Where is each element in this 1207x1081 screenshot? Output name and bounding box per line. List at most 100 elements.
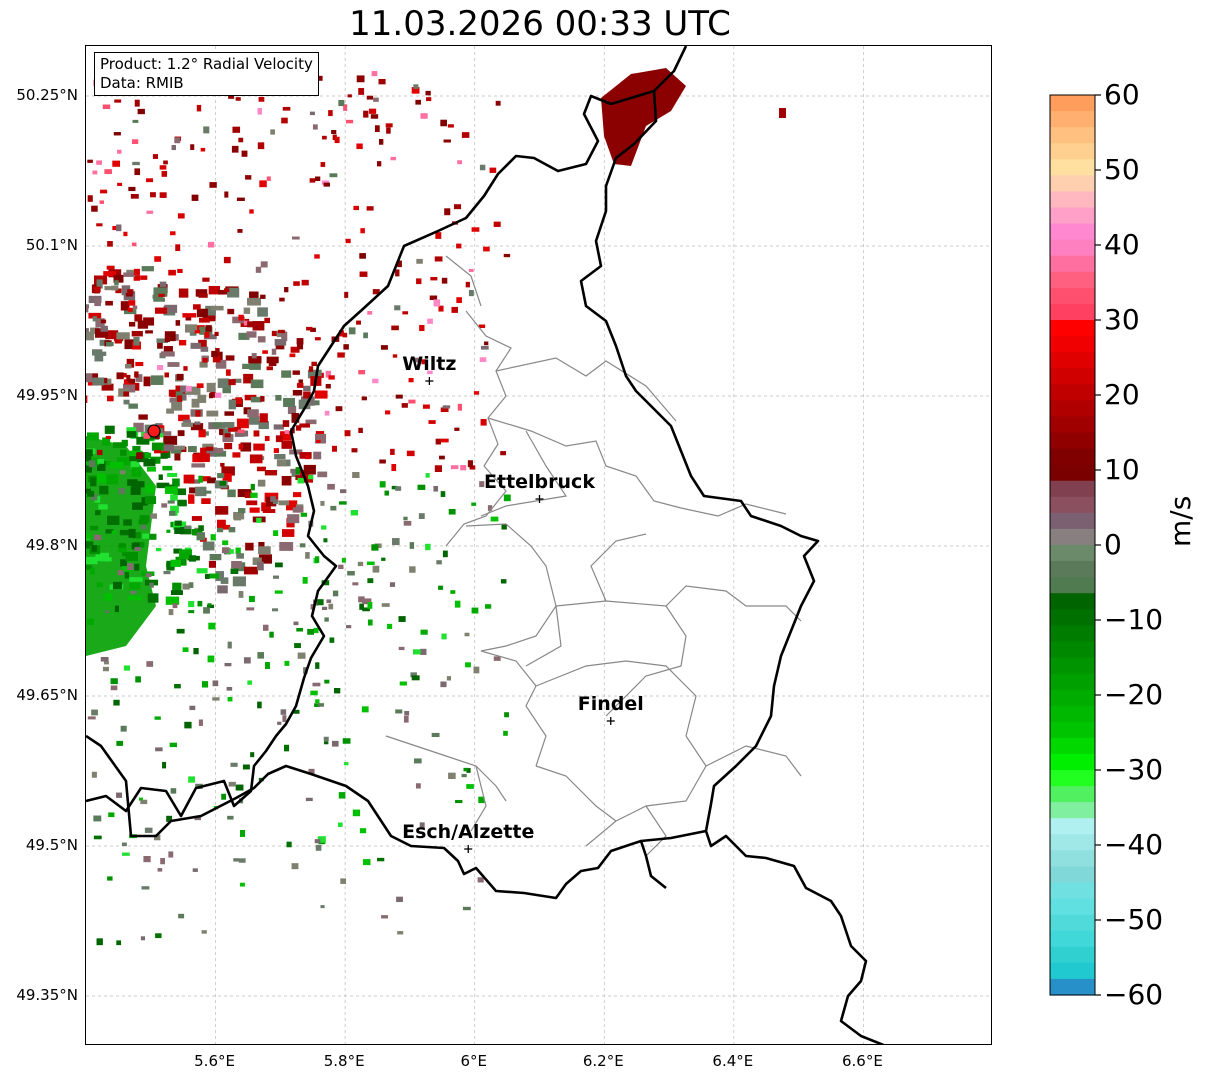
colorbar-swatch: [1050, 753, 1095, 771]
product-label: Product: 1.2° Radial Velocity: [100, 55, 313, 73]
colorbar-swatch: [1050, 834, 1095, 851]
colorbar-tick-marks: [1095, 94, 1101, 996]
x-tick-label: 6°E: [460, 1052, 487, 1070]
country-borders: [86, 46, 885, 1044]
x-tick-label: 5.8°E: [323, 1052, 365, 1070]
city-label: Ettelbruck: [484, 471, 595, 493]
colorbar-swatch: [1050, 496, 1095, 514]
y-tick-label: 50.25°N: [16, 86, 78, 104]
colorbar-swatch: [1050, 143, 1095, 160]
colorbar-swatch: [1050, 850, 1095, 868]
radar-echoes: [86, 66, 786, 946]
colorbar-tick-label: 40: [1104, 228, 1140, 261]
city-marker: Findel: [578, 693, 644, 725]
x-tick-label: 6.6°E: [842, 1052, 883, 1070]
city-marker: Wiltz: [402, 353, 456, 385]
y-tick-label: 49.8°N: [25, 536, 78, 554]
colorbar-swatch: [1050, 480, 1095, 498]
colorbar-swatch: [1050, 946, 1095, 964]
colorbar-swatch: [1050, 239, 1095, 257]
colorbar-tick-label: −40: [1104, 828, 1164, 861]
colorbar-swatch: [1050, 159, 1095, 176]
colorbar-swatch: [1050, 593, 1095, 610]
city-markers: Wiltz Ettelbruck Findel Esch/Alzette: [402, 353, 644, 853]
colorbar-swatch: [1050, 368, 1095, 385]
y-tick-label: 49.95°N: [16, 386, 78, 404]
x-tick-label: 6.2°E: [582, 1052, 624, 1070]
colorbar-tick-label: −30: [1104, 753, 1164, 786]
colorbar-tick-label: 30: [1104, 303, 1140, 336]
x-tick-label: 6.4°E: [712, 1052, 754, 1070]
colorbar-tick-label: −20: [1104, 678, 1164, 711]
colorbar-swatch: [1050, 464, 1095, 482]
city-label: Esch/Alzette: [402, 821, 534, 843]
map-canvas[interactable]: Wiltz Ettelbruck Findel Esch/Alzette: [86, 46, 992, 1045]
colorbar-swatch: [1050, 609, 1095, 626]
colorbar-swatch: [1050, 705, 1095, 723]
colorbar-tick-label: −60: [1104, 978, 1164, 1011]
radar-site-marker: [147, 424, 161, 438]
colorbar-swatch: [1050, 978, 1095, 996]
colorbar-swatch: [1050, 336, 1095, 353]
colorbar-swatch: [1050, 384, 1095, 401]
colorbar-swatch: [1050, 657, 1095, 675]
colorbar-swatch: [1050, 930, 1095, 948]
info-box: Product: 1.2° Radial Velocity Data: RMIB: [94, 52, 319, 96]
colorbar-swatch: [1050, 641, 1095, 659]
colorbar-label: m/s: [1164, 495, 1197, 547]
colorbar-swatch: [1050, 352, 1095, 369]
canton-borders: [385, 255, 802, 857]
colorbar-swatch: [1050, 802, 1095, 819]
y-tick-label: 49.65°N: [16, 686, 78, 704]
colorbar-tick-label: 10: [1104, 453, 1140, 486]
colorbar-swatch: [1050, 271, 1095, 289]
colorbar-swatch: [1050, 95, 1095, 112]
colorbar-swatch: [1050, 191, 1095, 209]
city-label: Findel: [578, 693, 644, 715]
colorbar-swatch: [1050, 866, 1095, 884]
colorbar-swatch: [1050, 625, 1095, 643]
colorbar-swatch: [1050, 528, 1095, 546]
colorbar-swatch: [1050, 175, 1095, 193]
y-tick-label: 49.35°N: [16, 986, 78, 1004]
colorbar-swatch: [1050, 400, 1095, 418]
colorbar-swatch: [1050, 448, 1095, 466]
y-tick-label: 50.1°N: [25, 236, 78, 254]
colorbar-tick-label: 50: [1104, 153, 1140, 186]
colorbar-swatch: [1050, 914, 1095, 932]
colorbar-tick-label: 60: [1104, 78, 1140, 111]
colorbar-swatch: [1050, 673, 1095, 691]
colorbar-tick-label: 20: [1104, 378, 1140, 411]
colorbar-swatch: [1050, 432, 1095, 450]
colorbar-swatch: [1050, 770, 1095, 787]
city-marker: Ettelbruck: [484, 471, 595, 503]
city-marker: Esch/Alzette: [402, 821, 534, 853]
colorbar-tick-label: 0: [1104, 528, 1122, 561]
map-panel[interactable]: Wiltz Ettelbruck Findel Esch/Alzette Produc…: [85, 45, 992, 1045]
colorbar-swatch: [1050, 561, 1095, 578]
data-source-label: Data: RMIB: [100, 74, 184, 92]
x-tick-label: 5.6°E: [194, 1052, 235, 1070]
colorbar: [1049, 94, 1101, 996]
colorbar-swatch: [1050, 207, 1095, 225]
map-gridlines: [86, 46, 991, 1044]
colorbar-swatch: [1050, 721, 1095, 739]
colorbar-swatch: [1050, 320, 1095, 337]
colorbar-swatch: [1050, 512, 1095, 530]
colorbar-swatch: [1050, 737, 1095, 755]
colorbar-swatch: [1050, 545, 1095, 562]
city-label: Wiltz: [402, 353, 456, 375]
y-tick-label: 49.5°N: [25, 836, 78, 854]
colorbar-swatch: [1050, 127, 1095, 144]
colorbar-swatch: [1050, 416, 1095, 434]
colorbar-swatch: [1050, 818, 1095, 835]
colorbar-tick-label: −10: [1104, 603, 1164, 636]
colorbar-tick-label: −50: [1104, 903, 1164, 936]
colorbar-swatch: [1050, 882, 1095, 900]
colorbar-swatch: [1050, 689, 1095, 707]
colorbar-swatch: [1050, 898, 1095, 916]
colorbar-swatch: [1050, 577, 1095, 594]
colorbar-swatch: [1050, 962, 1095, 980]
colorbar-swatch: [1050, 223, 1095, 241]
colorbar-swatches: [1050, 95, 1095, 996]
